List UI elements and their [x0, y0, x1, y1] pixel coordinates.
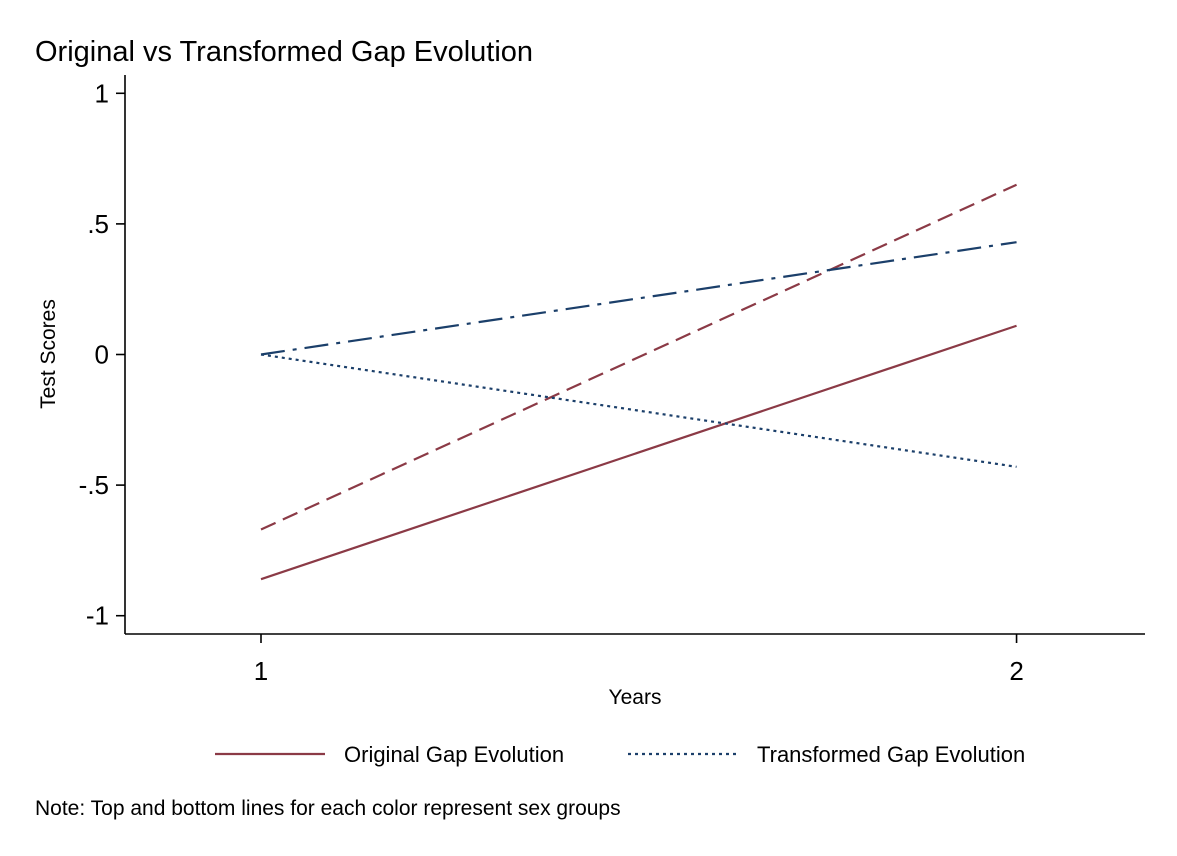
y-axis-ticks: 1 .5 0 -.5 -1 [79, 78, 125, 631]
x-tick-label: 1 [254, 656, 268, 686]
y-tick-label: -1 [86, 601, 109, 631]
chart-note: Note: Top and bottom lines for each colo… [35, 797, 621, 820]
x-axis-label: Years [609, 686, 662, 709]
series-line-original-dash [260, 183, 1018, 531]
y-tick-label: 1 [95, 78, 109, 108]
chart-title: Original vs Transformed Gap Evolution [35, 36, 533, 68]
series-line-original-solid [260, 324, 1017, 581]
legend-label-transformed: Transformed Gap Evolution [757, 742, 1025, 767]
y-tick-label: -.5 [79, 470, 109, 500]
series-line-transformed-dashdot [260, 241, 1017, 356]
y-tick-label: 0 [95, 340, 109, 370]
legend: Original Gap Evolution Transformed Gap E… [215, 742, 1025, 767]
series-line-transformed-dot [260, 353, 1017, 468]
y-tick-label: .5 [87, 209, 109, 239]
x-tick-label: 2 [1009, 656, 1023, 686]
legend-label-original: Original Gap Evolution [344, 742, 564, 767]
series-lines [260, 183, 1018, 581]
y-axis-label: Test Scores [37, 299, 60, 409]
